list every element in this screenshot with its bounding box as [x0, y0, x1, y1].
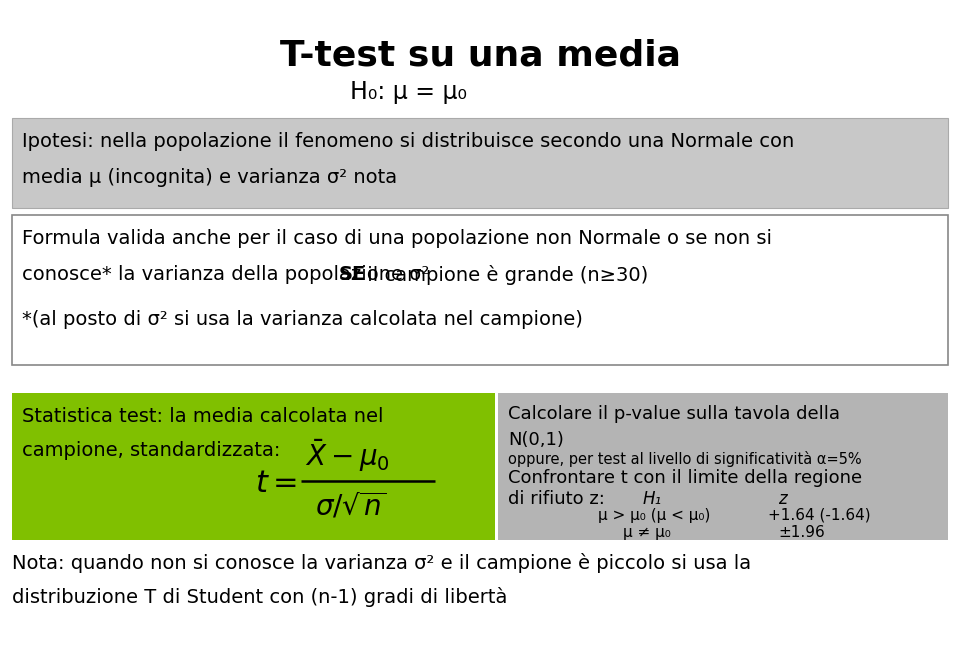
Text: Calcolare il p-value sulla tavola della: Calcolare il p-value sulla tavola della	[508, 405, 840, 423]
Text: T-test su una media: T-test su una media	[279, 38, 681, 72]
Text: Statistica test: la media calcolata nel: Statistica test: la media calcolata nel	[22, 407, 383, 426]
Bar	[12, 215, 948, 365]
Text: μ ≠ μ₀: μ ≠ μ₀	[623, 525, 671, 540]
Text: conosce* la varianza della popolazione σ²: conosce* la varianza della popolazione σ…	[22, 265, 436, 284]
Text: $\sigma/\sqrt{n}$: $\sigma/\sqrt{n}$	[315, 491, 386, 521]
Text: SE: SE	[339, 265, 367, 284]
Text: H₀: μ = μ₀: H₀: μ = μ₀	[350, 80, 467, 104]
Bar	[12, 118, 948, 208]
Text: Ipotesi: nella popolazione il fenomeno si distribuisce secondo una Normale con: Ipotesi: nella popolazione il fenomeno s…	[22, 132, 794, 151]
Text: di rifiuto z:: di rifiuto z:	[508, 490, 605, 508]
Text: media μ (incognita) e varianza σ² nota: media μ (incognita) e varianza σ² nota	[22, 168, 397, 187]
Bar	[12, 393, 495, 540]
Text: il campione è grande (n≥30): il campione è grande (n≥30)	[361, 265, 648, 285]
Text: N(0,1): N(0,1)	[508, 431, 564, 449]
Text: H₁: H₁	[643, 490, 662, 508]
Text: z: z	[778, 490, 787, 508]
Text: distribuzione T di Student con (n-1) gradi di libertà: distribuzione T di Student con (n-1) gra…	[12, 587, 508, 607]
Text: ±1.96: ±1.96	[778, 525, 825, 540]
Text: Formula valida anche per il caso di una popolazione non Normale o se non si: Formula valida anche per il caso di una …	[22, 229, 772, 248]
Text: campione, standardizzata:: campione, standardizzata:	[22, 441, 280, 460]
Text: *(al posto di σ² si usa la varianza calcolata nel campione): *(al posto di σ² si usa la varianza calc…	[22, 310, 583, 329]
Text: $t =$: $t =$	[255, 469, 298, 497]
Text: $\bar{X} - \mu_0$: $\bar{X} - \mu_0$	[305, 438, 390, 474]
Bar	[498, 393, 948, 540]
Text: μ > μ₀ (μ < μ₀): μ > μ₀ (μ < μ₀)	[598, 508, 710, 523]
Text: Nota: quando non si conosce la varianza σ² e il campione è piccolo si usa la: Nota: quando non si conosce la varianza …	[12, 553, 751, 573]
Text: +1.64 (-1.64): +1.64 (-1.64)	[768, 508, 871, 523]
Text: oppure, per test al livello di significatività α=5%: oppure, per test al livello di significa…	[508, 451, 862, 467]
Text: Confrontare t con il limite della regione: Confrontare t con il limite della region…	[508, 469, 862, 487]
